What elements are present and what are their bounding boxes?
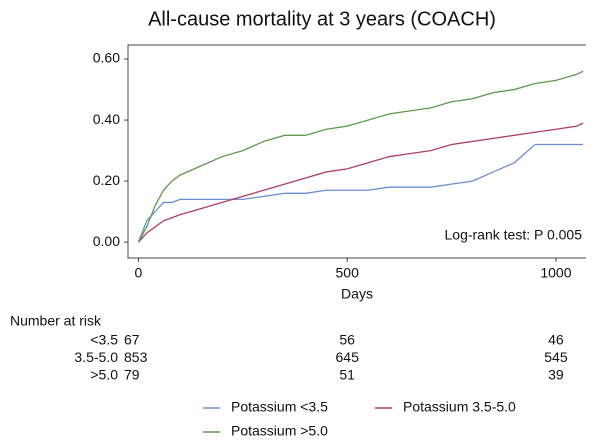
x-tick-label: 1000 bbox=[540, 265, 571, 281]
risk-value: 853 bbox=[124, 349, 148, 365]
risk-row-label: 3.5-5.0 bbox=[74, 349, 118, 365]
risk-value: 67 bbox=[124, 332, 140, 348]
legend-label: Potassium <3.5 bbox=[231, 399, 328, 415]
y-tick-label: 0.00 bbox=[93, 233, 120, 249]
legend-label: Potassium 3.5-5.0 bbox=[403, 399, 516, 415]
series-line bbox=[137, 122, 584, 243]
x-tick-label: 0 bbox=[135, 265, 143, 281]
risk-value: 39 bbox=[548, 367, 564, 383]
annotation: Log-rank test: P 0.005 bbox=[445, 227, 583, 243]
y-tick-label: 0.20 bbox=[93, 172, 120, 188]
series-line bbox=[137, 143, 584, 243]
risk-value: 645 bbox=[336, 349, 360, 365]
y-tick-label: 0.60 bbox=[93, 50, 120, 66]
risk-row-label: <3.5 bbox=[90, 332, 118, 348]
risk-value: 46 bbox=[548, 332, 564, 348]
risk-value: 79 bbox=[124, 367, 140, 383]
x-axis-label: Days bbox=[341, 286, 373, 302]
y-tick-label: 0.40 bbox=[93, 111, 120, 127]
x-tick-label: 500 bbox=[336, 265, 360, 281]
series-line bbox=[137, 70, 584, 243]
risk-table-title: Number at risk bbox=[10, 313, 102, 329]
risk-value: 56 bbox=[339, 332, 355, 348]
risk-row-label: >5.0 bbox=[90, 367, 118, 383]
axis-frame bbox=[127, 44, 586, 259]
legend-label: Potassium >5.0 bbox=[231, 423, 328, 439]
risk-value: 545 bbox=[544, 349, 568, 365]
risk-value: 51 bbox=[339, 367, 355, 383]
chart-title: All-cause mortality at 3 years (COACH) bbox=[148, 8, 496, 30]
